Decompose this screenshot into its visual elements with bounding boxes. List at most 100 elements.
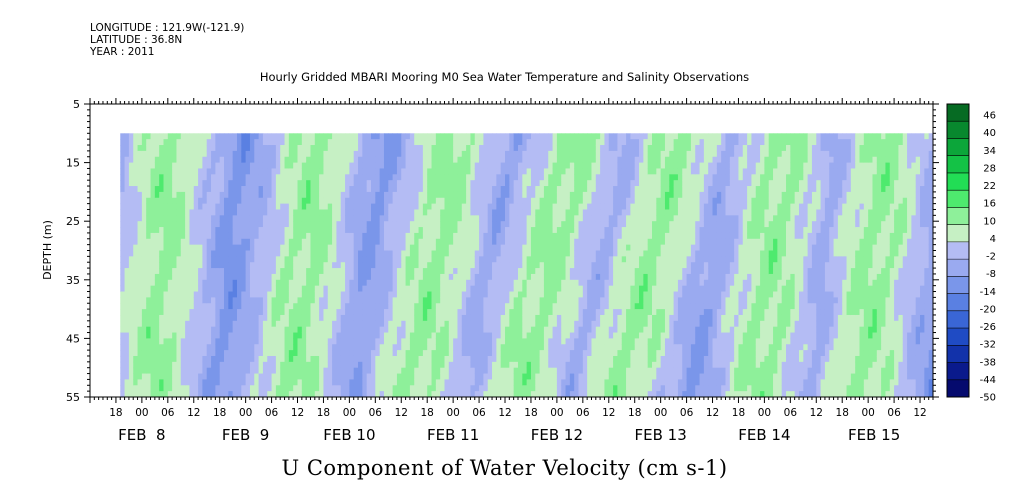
heatmap-cell xyxy=(236,133,242,140)
heatmap-cell xyxy=(539,168,545,175)
heatmap-cell xyxy=(409,221,415,228)
heatmap-cell xyxy=(470,285,476,292)
heatmap-cell xyxy=(466,221,471,228)
heatmap-cell xyxy=(280,326,285,333)
heatmap-cell xyxy=(159,139,164,146)
heatmap-cell xyxy=(297,373,303,380)
heatmap-cell xyxy=(340,150,346,158)
heatmap-cell xyxy=(176,332,182,339)
heatmap-cell xyxy=(591,168,597,175)
heatmap-cell xyxy=(556,174,562,181)
heatmap-cell xyxy=(141,297,147,304)
heatmap-cell xyxy=(319,326,324,333)
heatmap-cell xyxy=(375,391,381,398)
heatmap-cell xyxy=(358,197,363,205)
heatmap-cell xyxy=(154,273,160,281)
heatmap-cell xyxy=(353,273,359,281)
heatmap-cell xyxy=(409,297,415,304)
heatmap-cell xyxy=(405,355,411,363)
heatmap-cell xyxy=(461,361,467,369)
heatmap-cell xyxy=(561,379,566,386)
heatmap-cell xyxy=(517,309,523,316)
heatmap-cell xyxy=(375,332,381,339)
heatmap-cell xyxy=(517,361,523,369)
heatmap-cell xyxy=(297,350,303,357)
heatmap-cell xyxy=(193,273,199,281)
heatmap-cell xyxy=(124,355,130,363)
heatmap-cell xyxy=(431,238,437,246)
heatmap-cell xyxy=(422,145,428,152)
heatmap-cell xyxy=(569,355,575,363)
heatmap-cell xyxy=(288,303,294,310)
heatmap-cell xyxy=(440,279,445,287)
heatmap-cell xyxy=(327,139,333,146)
heatmap-cell xyxy=(492,133,497,140)
heatmap-cell xyxy=(383,379,389,386)
heatmap-cell xyxy=(505,180,510,187)
heatmap-cell xyxy=(224,332,229,339)
heatmap-cell xyxy=(487,250,493,257)
heatmap-cell xyxy=(150,244,156,251)
heatmap-cell xyxy=(189,338,195,345)
heatmap-cell xyxy=(202,250,208,257)
heatmap-cell xyxy=(293,303,298,310)
heatmap-cell xyxy=(275,320,281,328)
heatmap-cell xyxy=(457,320,463,328)
heatmap-cell xyxy=(444,273,450,281)
heatmap-cell xyxy=(133,309,138,316)
heatmap-cell xyxy=(513,139,519,146)
heatmap-cell xyxy=(440,221,445,228)
heatmap-cell xyxy=(349,203,355,210)
heatmap-cell xyxy=(345,303,350,310)
heatmap-cell xyxy=(193,303,199,310)
heatmap-cell xyxy=(574,326,579,333)
heatmap-cell xyxy=(271,350,277,357)
heatmap-cell xyxy=(405,303,411,310)
heatmap-cell xyxy=(301,244,307,251)
heatmap-cell xyxy=(185,297,190,304)
heatmap-cell xyxy=(479,309,484,316)
heatmap-cell xyxy=(569,379,575,386)
heatmap-cell xyxy=(371,361,376,369)
heatmap-cell xyxy=(535,227,540,234)
heatmap-cell xyxy=(435,268,441,275)
heatmap-cell xyxy=(176,279,182,287)
heatmap-cell xyxy=(245,332,251,339)
heatmap-cell xyxy=(271,326,277,333)
heatmap-cell xyxy=(362,197,368,205)
heatmap-cell xyxy=(466,268,471,275)
heatmap-cell xyxy=(388,291,394,298)
heatmap-cell xyxy=(427,133,432,140)
heatmap-cell xyxy=(236,285,242,292)
heatmap-cell xyxy=(319,203,324,210)
heatmap-cell xyxy=(120,303,125,310)
heatmap-cell xyxy=(535,326,540,333)
heatmap-cell xyxy=(375,162,381,169)
heatmap-cell xyxy=(483,361,489,369)
heatmap-cell xyxy=(241,367,247,374)
heatmap-cell xyxy=(582,162,588,169)
heatmap-cell xyxy=(371,262,376,269)
heatmap-cell xyxy=(578,385,584,392)
heatmap-cell xyxy=(167,180,173,187)
heatmap-cell xyxy=(349,273,355,281)
heatmap-cell xyxy=(327,180,333,187)
heatmap-cell xyxy=(193,268,199,275)
heatmap-cell xyxy=(362,191,368,199)
heatmap-cell xyxy=(366,338,372,345)
heatmap-cell xyxy=(440,379,445,386)
heatmap-cell xyxy=(293,133,298,140)
heatmap-cell xyxy=(345,191,350,199)
heatmap-cell xyxy=(228,156,234,163)
heatmap-cell xyxy=(202,320,208,328)
heatmap-cell xyxy=(150,203,156,210)
heatmap-cell xyxy=(530,238,536,246)
heatmap-cell xyxy=(539,203,545,210)
heatmap-cell xyxy=(232,355,238,363)
heatmap-cell xyxy=(189,244,195,251)
heatmap-cell xyxy=(241,191,247,199)
heatmap-cell xyxy=(349,297,355,304)
heatmap-cell xyxy=(427,391,432,398)
heatmap-cell xyxy=(167,391,173,398)
heatmap-cell xyxy=(431,279,437,287)
